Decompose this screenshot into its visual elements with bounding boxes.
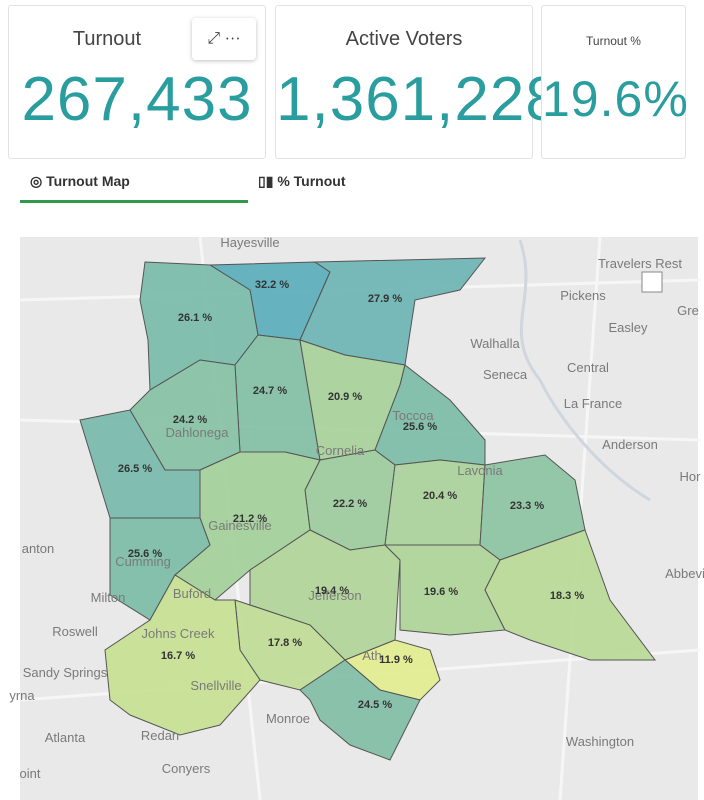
region: [208, 261, 331, 341]
map-background: [20, 237, 698, 800]
place-label: Gainesville: [208, 518, 272, 533]
place-label: Conyers: [162, 761, 211, 776]
region: [384, 459, 486, 546]
river: [518, 239, 651, 502]
region: [484, 529, 656, 661]
place-label: Travelers Rest: [598, 256, 682, 271]
tab-label: Turnout Map: [46, 173, 130, 189]
place-label: Johns Creek: [142, 626, 215, 641]
kpi-card: Turnout % 19.6%: [541, 5, 689, 159]
region-label: 11.9 %: [379, 654, 413, 666]
kpi-value: 19.6%: [542, 71, 689, 127]
place-label: Cumming: [115, 554, 171, 569]
region-label: 26.1 %: [178, 312, 212, 324]
place-label: Snellville: [190, 678, 241, 693]
place-label: Central: [567, 360, 609, 375]
place-label: Ath: [362, 648, 382, 663]
region-label: 32.2 %: [255, 279, 289, 291]
kpi-card: Turnout 267,433 ⤢ ⋯: [8, 5, 266, 159]
region-label: 20.4 %: [423, 490, 457, 502]
kpi-value: 1,361,228: [276, 65, 561, 134]
place-label: Jefferson: [308, 588, 361, 603]
place-label: Walhalla: [470, 336, 520, 351]
place-label: Roswell: [52, 624, 98, 639]
region: [234, 334, 321, 461]
region: [299, 257, 487, 366]
region-label: 21.2 %: [233, 513, 267, 525]
road: [19, 236, 701, 800]
region-label: 18.3 %: [550, 590, 584, 602]
region: [104, 574, 261, 736]
kpi-title: Active Voters: [345, 28, 463, 50]
region-label: 26.5 %: [118, 463, 152, 475]
region: [139, 261, 259, 391]
region-label: 19.6 %: [424, 586, 458, 598]
region: [249, 529, 401, 661]
tab-underline: [20, 200, 248, 203]
region: [299, 339, 406, 461]
region: [234, 599, 346, 691]
region-label: 24.5 %: [358, 699, 392, 711]
region-label: 17.8 %: [268, 637, 302, 649]
region: [79, 409, 201, 519]
place-label: Dahlonega: [166, 425, 230, 440]
region: [174, 451, 321, 601]
place-label: Lavonia: [457, 463, 503, 478]
place-label: Toccoa: [392, 408, 434, 423]
region-label: 22.2 %: [333, 498, 367, 510]
region-label: 24.2 %: [173, 414, 207, 426]
kpi-title: Turnout: [72, 28, 142, 50]
region: [479, 454, 586, 561]
place-label: Gre: [677, 303, 699, 318]
region: [344, 639, 441, 701]
region: [109, 517, 211, 621]
place-label: La France: [564, 396, 623, 411]
region-label: 25.6 %: [403, 421, 437, 433]
place-label: Pickens: [560, 288, 606, 303]
place-label: Abbevi: [665, 566, 704, 581]
place-label: Easley: [608, 320, 648, 335]
region-label: 25.6 %: [128, 548, 162, 560]
region-label: 16.7 %: [161, 650, 195, 662]
place-label: Monroe: [266, 711, 310, 726]
region-label: 23.3 %: [510, 500, 544, 512]
region-label: 20.9 %: [328, 391, 362, 403]
region: [304, 449, 396, 551]
region-label: 27.9 %: [368, 293, 402, 305]
tab[interactable]: ◎ Turnout Map: [30, 173, 130, 189]
place-label: Washington: [566, 734, 634, 749]
region-label: 19.4 %: [315, 585, 349, 597]
place-label: oint: [20, 766, 41, 781]
place-label: Buford: [173, 586, 211, 601]
tab-label: % Turnout: [277, 173, 346, 189]
place-label: Milton: [91, 590, 126, 605]
place-label: Hayesville: [220, 235, 279, 250]
place-label: Cornelia: [316, 443, 365, 458]
kpi-value: 267,433: [21, 65, 253, 134]
tab[interactable]: ▯▮ % Turnout: [258, 173, 346, 189]
place-label: yrna: [9, 688, 35, 703]
kpi-title: Turnout %: [586, 34, 641, 48]
place-label: Seneca: [483, 367, 528, 382]
region: [374, 364, 486, 466]
place-label: Redan: [141, 728, 179, 743]
region: [129, 359, 241, 471]
home-button[interactable]: [641, 271, 663, 293]
place-label: Sandy Springs: [23, 665, 108, 680]
region-label: 24.7 %: [253, 385, 287, 397]
region: [299, 659, 421, 761]
place-label: Hor: [680, 469, 702, 484]
place-label: Atlanta: [45, 730, 86, 745]
card-menu[interactable]: ⤢ ⋯: [192, 18, 256, 60]
region: [383, 544, 506, 636]
place-label: anton: [22, 541, 55, 556]
place-label: Anderson: [602, 437, 658, 452]
kpi-card: Active Voters 1,361,228: [275, 5, 561, 159]
